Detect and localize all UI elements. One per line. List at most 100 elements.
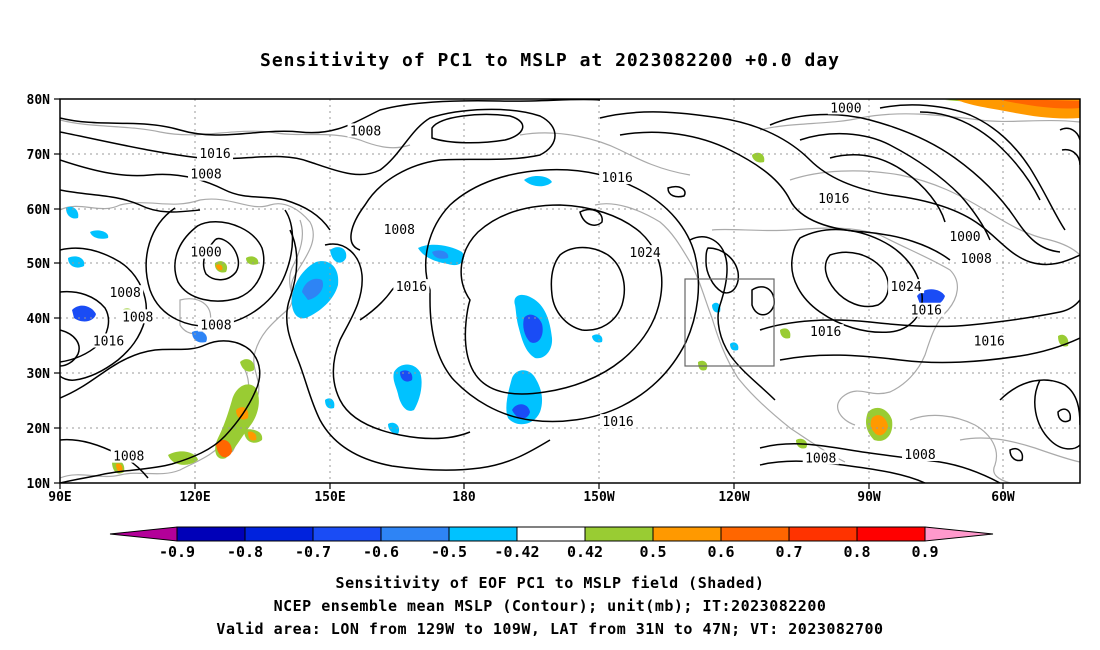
shaded-patch-blue — [592, 334, 603, 343]
contour-label: 1008 — [188, 166, 225, 183]
longitude-labels: 90E 120E 150E 180 150W 120W 90W 60W — [48, 490, 1015, 505]
lon-label: 60W — [991, 490, 1015, 505]
contour-label-text: 1008 — [805, 451, 836, 466]
colorbar-box — [176, 526, 246, 542]
colorbar-box — [380, 526, 450, 542]
contour-label-text: 1016 — [93, 334, 124, 349]
contour-label: 1008 — [107, 285, 144, 301]
shaded-patch-blue — [330, 247, 347, 263]
colorbar-label: -0.42 — [494, 543, 539, 561]
shaded-patch-orange — [216, 264, 223, 271]
colorbar-label: 0.42 — [567, 543, 603, 561]
mslp-contours — [60, 99, 1080, 483]
shaded-patch-blue — [68, 256, 85, 268]
contour-label-text: 1016 — [199, 147, 230, 162]
colorbar-box — [244, 526, 314, 542]
contour-label-text: 1016 — [911, 304, 942, 319]
colorbar-label: 0.8 — [843, 543, 870, 561]
colorbar-box — [584, 526, 654, 542]
contour-label-background — [807, 324, 844, 339]
colorbar-label: -0.9 — [159, 543, 195, 561]
shaded-patch-orange — [870, 415, 888, 436]
axis-ticks — [54, 98, 1004, 489]
contour-label-background — [971, 333, 1008, 348]
valid-area-box — [684, 278, 775, 367]
contour-label: 1016 — [393, 279, 430, 295]
contour-label-background — [802, 450, 839, 465]
contour-label-background — [119, 309, 156, 324]
contour-label-text: 1016 — [396, 280, 427, 295]
contour-label-text: 1008 — [384, 223, 415, 238]
contour-label-background — [393, 279, 430, 294]
shaded-patch-orange — [116, 463, 123, 472]
colorbar-box — [516, 526, 586, 542]
shaded-patch-green — [752, 152, 765, 163]
shaded-patch-blue — [90, 230, 109, 239]
contour-label-background — [600, 414, 637, 429]
contour-label-background — [110, 448, 147, 463]
colorbar-box — [788, 526, 858, 542]
map-frame — [59, 98, 1081, 484]
shaded-patch-blue — [388, 422, 400, 434]
contour-label-text: 1008 — [961, 252, 992, 267]
shaded-patch-blue — [192, 330, 207, 343]
contour-label: 1016 — [90, 333, 127, 349]
contour-label-background — [908, 302, 945, 317]
contour-label-background — [599, 169, 636, 184]
contour-label: 1016 — [908, 302, 945, 319]
shaded-patch-green — [780, 328, 791, 339]
caption-valid-area: Valid area: LON from 129W to 109W, LAT f… — [216, 620, 884, 638]
contour-label-background — [197, 145, 234, 160]
sensitivity-map: 1008 1016 1008 1000 1008 1008 1016 1008 1008 1008… — [27, 93, 1081, 561]
colorbar-box — [720, 526, 790, 542]
colorbar: -0.9 -0.8 -0.7 -0.6 -0.5 -0.42 0.42 0.5 0.6 0.7 0.… — [109, 526, 994, 561]
contour-label-background — [188, 166, 225, 181]
contour-label: 1016 — [971, 333, 1008, 349]
caption-contour: NCEP ensemble mean MSLP (Contour); unit(… — [273, 597, 827, 615]
sensitivity-shading — [66, 99, 1080, 474]
lon-label: 90W — [857, 490, 881, 505]
contour-label-text: 1016 — [818, 192, 849, 207]
contour-label-text: 1008 — [109, 286, 140, 301]
contour-label: 1024 — [627, 245, 664, 261]
contour-label-text: 1008 — [122, 310, 153, 325]
shaded-patch-green — [168, 451, 198, 465]
contour-label-background — [946, 229, 983, 244]
shaded-patch-blue — [523, 314, 543, 343]
contour-label: 1008 — [802, 450, 839, 466]
contour-label-text: 1016 — [810, 325, 841, 340]
contour-label: 1008 — [110, 448, 147, 465]
contour-label-background — [188, 244, 225, 259]
contour-label-background — [107, 285, 144, 300]
lat-label: 70N — [27, 148, 51, 163]
contour-label: 1008 — [381, 222, 418, 238]
contour-label-background — [958, 251, 995, 266]
shaded-patch-blue — [325, 398, 335, 409]
lat-label: 60N — [27, 203, 51, 218]
lat-label: 50N — [27, 257, 51, 272]
contour-label: 1024 — [888, 279, 925, 295]
caption-shaded: Sensitivity of EOF PC1 to MSLP field (Sh… — [335, 574, 765, 592]
contour-label: 1016 — [600, 414, 637, 430]
shaded-patch-blue — [917, 289, 945, 306]
shaded-patch-blue — [66, 206, 79, 219]
colorbar-label: 0.7 — [775, 543, 802, 561]
shaded-patch-blue — [512, 404, 530, 419]
shaded-patch-orange — [248, 431, 257, 441]
contour-label: 1008 — [958, 251, 995, 267]
lat-label: 30N — [27, 367, 51, 382]
contour-label-background — [902, 447, 939, 462]
contour-label: 1000 — [946, 229, 983, 245]
shaded-patch-orange — [216, 439, 232, 458]
colorbar-label: 0.5 — [639, 543, 666, 561]
contour-label: 1000 — [827, 100, 864, 116]
lon-label: 90E — [48, 490, 71, 505]
contour-label: 1008 — [119, 309, 156, 325]
colorbar-box — [448, 526, 518, 542]
lon-label: 150E — [314, 490, 345, 505]
lat-label: 40N — [27, 312, 51, 327]
shaded-patch-blue — [524, 176, 552, 187]
colorbar-label: 0.9 — [911, 543, 938, 561]
contour-label-text: 1016 — [974, 334, 1005, 349]
contour-label-text: 1008 — [190, 168, 221, 183]
